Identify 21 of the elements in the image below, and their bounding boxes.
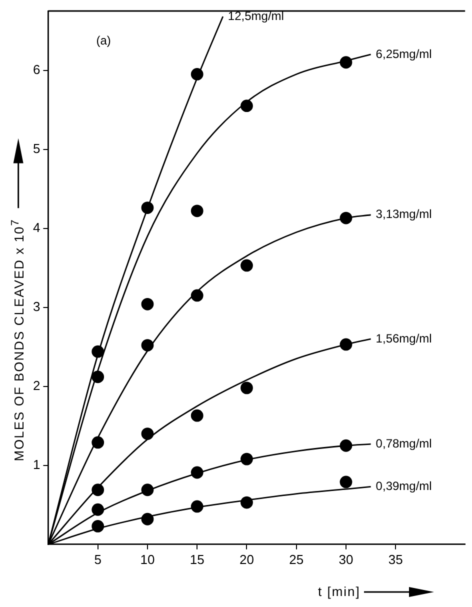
y-tick-label: 5 bbox=[32, 140, 40, 156]
x-tick-label: 25 bbox=[289, 552, 304, 567]
x-tick-label: 35 bbox=[388, 552, 403, 567]
series-label: 0,39mg/ml bbox=[376, 479, 432, 494]
y-tick-label: 1 bbox=[32, 456, 40, 472]
x-tick-label: 30 bbox=[338, 552, 354, 567]
y-tick-label: 4 bbox=[32, 220, 40, 235]
y-tick-label: 2 bbox=[32, 378, 40, 393]
annotation: (a) bbox=[96, 33, 111, 48]
series-label: 1,56mg/ml bbox=[376, 331, 432, 346]
x-tick-label: 10 bbox=[140, 552, 155, 567]
x-tick-label: 5 bbox=[94, 552, 102, 567]
series-label: 3,13mg/ml bbox=[376, 207, 432, 222]
x-tick-label: 20 bbox=[240, 552, 254, 567]
series-label: 12,5mg/ml bbox=[228, 8, 284, 23]
y-tick-label: 6 bbox=[32, 62, 40, 77]
series-label: 0,78mg/ml bbox=[376, 436, 432, 450]
series-label: 6,25mg/ml bbox=[376, 46, 432, 61]
y-tick-label: 3 bbox=[32, 298, 40, 314]
x-axis-title: t [min] bbox=[318, 584, 360, 599]
x-tick-label: 15 bbox=[190, 552, 204, 567]
